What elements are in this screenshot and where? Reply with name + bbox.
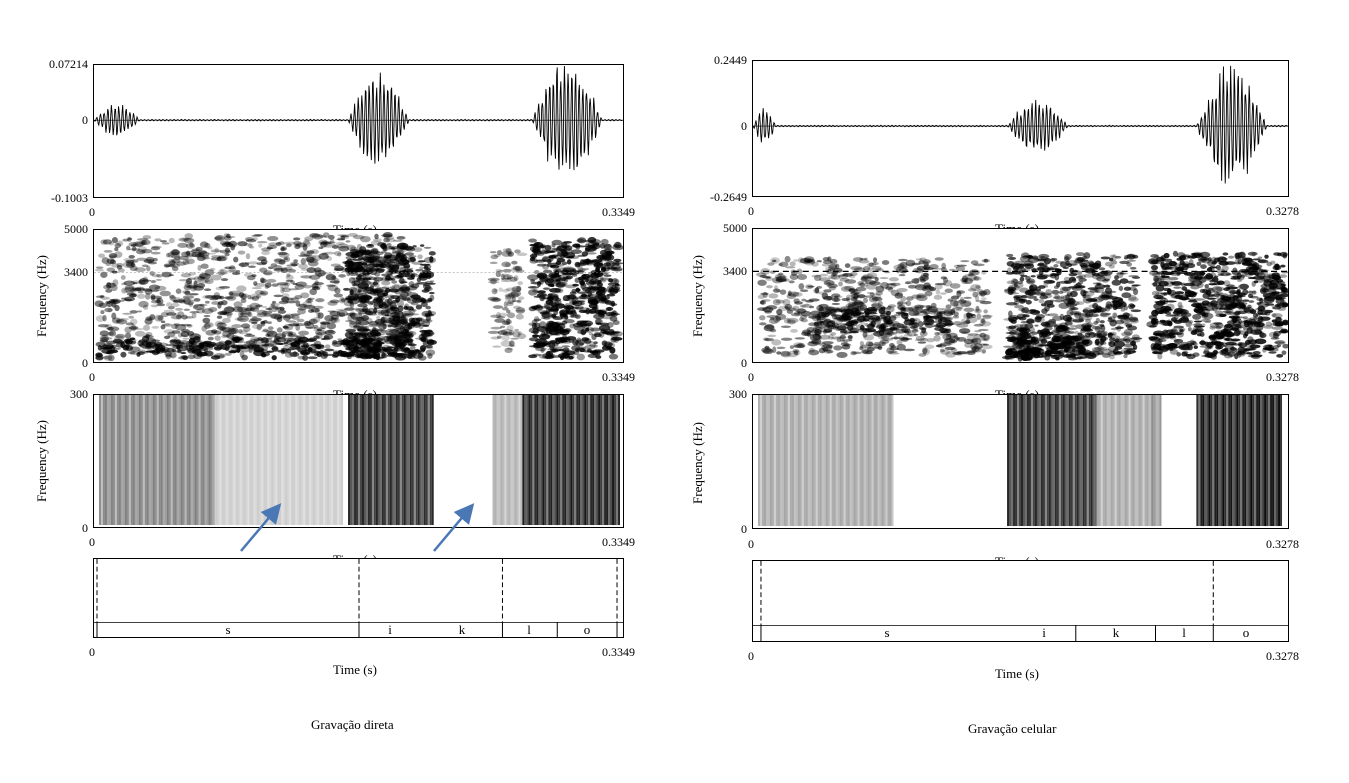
spec-ymid-left: 3400 bbox=[64, 265, 88, 279]
segment-o-left: o bbox=[583, 622, 591, 637]
spec-xstart-left: 0 bbox=[89, 370, 95, 384]
spec-ylabel-left: Frequency (Hz) bbox=[34, 255, 49, 337]
wave-ymax-left: 0.07214 bbox=[49, 57, 88, 71]
wave-xstart-left: 0 bbox=[89, 205, 95, 219]
waveform-left bbox=[93, 64, 624, 198]
low-ymin-right: 0 bbox=[741, 522, 747, 536]
wave-xstart-right: 0 bbox=[748, 204, 754, 218]
segment-k-right: k bbox=[1112, 625, 1120, 640]
spec-ylabel-right: Frequency (Hz) bbox=[690, 255, 705, 337]
caption-left: Gravação direta bbox=[311, 717, 394, 732]
spec-xstart-right: 0 bbox=[748, 370, 754, 384]
spec-ymax-left: 5000 bbox=[64, 222, 88, 236]
tg-xstart-right: 0 bbox=[748, 649, 754, 663]
textgrid-left bbox=[93, 558, 624, 638]
spec-xend-left: 0.3349 bbox=[602, 370, 635, 384]
low-xstart-right: 0 bbox=[748, 537, 754, 551]
waveform-right bbox=[752, 60, 1289, 197]
low-ylabel-right: Frequency (Hz) bbox=[690, 422, 705, 504]
spectrogram-right bbox=[752, 228, 1289, 363]
segment-l-left: l bbox=[527, 622, 531, 637]
arrow-1 bbox=[240, 503, 282, 552]
tg-xstart-left: 0 bbox=[89, 645, 95, 659]
caption-right: Gravação celular bbox=[968, 721, 1057, 736]
segment-k-left: k bbox=[458, 622, 466, 637]
arrow-2 bbox=[433, 503, 475, 552]
spec-xlabel-left: Time (s) bbox=[333, 387, 377, 395]
wave-ymin-left: -0.1003 bbox=[51, 191, 88, 205]
wave-xend-right: 0.3278 bbox=[1266, 204, 1299, 218]
spec-ymin-right: 0 bbox=[741, 356, 747, 370]
wave-ymin-right: -0.2649 bbox=[710, 190, 747, 204]
low-ylabel-left: Frequency (Hz) bbox=[34, 420, 49, 502]
spec-xlabel-right: Time (s) bbox=[995, 387, 1039, 395]
tg-xlabel-left: Time (s) bbox=[333, 662, 377, 677]
tg-xend-right: 0.3278 bbox=[1266, 649, 1299, 663]
spec-ymax-right: 5000 bbox=[723, 221, 747, 235]
textgrid-right bbox=[752, 560, 1289, 642]
lowband-left bbox=[93, 394, 624, 528]
spec-ymin-left: 0 bbox=[82, 356, 88, 370]
wave-xend-left: 0.3349 bbox=[602, 205, 635, 219]
lowband-right bbox=[752, 394, 1289, 529]
low-xend-right: 0.3278 bbox=[1266, 537, 1299, 551]
arrows-left bbox=[240, 503, 475, 552]
spectrogram-left bbox=[93, 229, 624, 363]
spec-xend-right: 0.3278 bbox=[1266, 370, 1299, 384]
tg-xend-left: 0.3349 bbox=[602, 645, 635, 659]
tg-xlabel-right: Time (s) bbox=[995, 666, 1039, 681]
wave-xlabel-left: Time (s) bbox=[333, 222, 377, 230]
segment-i-right: i bbox=[1042, 625, 1046, 640]
low-xend-left: 0.3349 bbox=[602, 535, 635, 549]
wave-yzero-left: 0 bbox=[82, 113, 88, 127]
segment-l-right: l bbox=[1182, 625, 1186, 640]
segment-s-left: s bbox=[225, 622, 231, 637]
low-ymin-left: 0 bbox=[82, 521, 88, 535]
wave-xlabel-right: Time (s) bbox=[995, 221, 1039, 229]
low-ymax-left: 300 bbox=[70, 387, 88, 401]
segment-o-right: o bbox=[1242, 625, 1250, 640]
wave-yzero-right: 0 bbox=[741, 119, 747, 133]
low-ymax-right: 300 bbox=[729, 387, 747, 401]
segment-s-right: s bbox=[884, 625, 890, 640]
wave-ymax-right: 0.2449 bbox=[714, 53, 747, 67]
low-xstart-left: 0 bbox=[89, 535, 95, 549]
spec-ymid-right: 3400 bbox=[723, 264, 747, 278]
segment-i-left: i bbox=[388, 622, 392, 637]
